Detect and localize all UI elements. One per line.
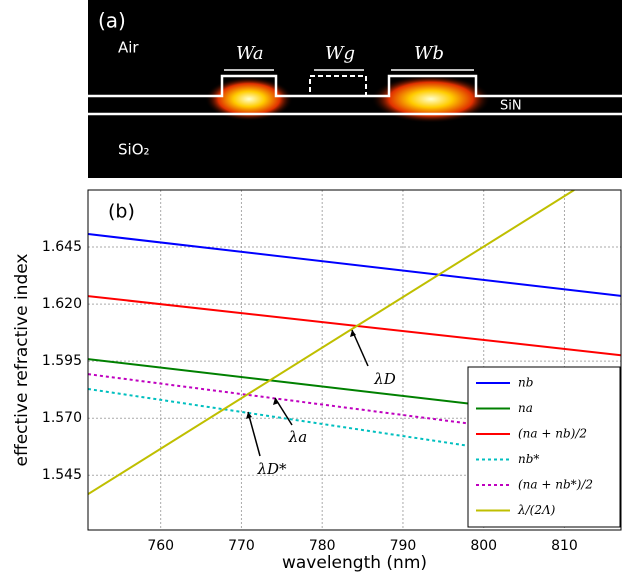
label-sio2: SiO₂ bbox=[118, 141, 150, 159]
mode-b bbox=[371, 75, 491, 123]
annotation-arrow bbox=[247, 411, 261, 457]
x-tick-label: 790 bbox=[390, 538, 417, 554]
y-tick-label: 1.645 bbox=[42, 239, 82, 255]
y-tick-label: 1.620 bbox=[42, 296, 82, 312]
y-tick-label: 1.570 bbox=[42, 410, 82, 426]
legend-label: λ/(2Λ) bbox=[517, 503, 556, 517]
panel-a: (a) Air Wa Wg Wb SiN SiO₂ bbox=[88, 0, 622, 178]
annotation: λa bbox=[288, 428, 307, 446]
annotation: λD* bbox=[256, 460, 287, 478]
x-tick-label: 780 bbox=[309, 538, 336, 554]
annotation-arrow bbox=[351, 329, 369, 367]
label-air: Air bbox=[118, 39, 139, 57]
label-wa: Wa bbox=[236, 43, 264, 64]
x-tick-label: 770 bbox=[228, 538, 255, 554]
label-sin: SiN bbox=[500, 99, 522, 114]
y-axis-label: effective refractive index bbox=[12, 254, 32, 467]
series-line bbox=[88, 233, 621, 297]
legend-box bbox=[467, 366, 621, 528]
panel-a-bg bbox=[88, 0, 622, 178]
x-tick-label: 800 bbox=[470, 538, 497, 554]
annotation: λD bbox=[373, 370, 396, 388]
plot-frame bbox=[87, 189, 622, 531]
waveguide-outline bbox=[88, 74, 622, 116]
arrow-head bbox=[273, 398, 279, 405]
panel-b: 760 770 780 790 800 810 1.545 1.570 1.595 1.620 1.… bbox=[12, 189, 622, 573]
x-tick-label: 810 bbox=[551, 538, 578, 554]
legend-label: nb* bbox=[518, 452, 539, 466]
legend-label: (na + nb)/2 bbox=[518, 427, 587, 441]
legend-label: nb bbox=[518, 376, 533, 390]
x-axis-label: wavelength (nm) bbox=[282, 553, 427, 573]
label-wb: Wb bbox=[414, 43, 444, 64]
legend-label: na bbox=[518, 401, 533, 415]
series-line bbox=[88, 295, 621, 357]
mode-a bbox=[205, 77, 293, 121]
panel-label: (a) bbox=[98, 9, 126, 33]
gap-outline bbox=[309, 75, 367, 97]
legend-label: (na + nb*)/2 bbox=[518, 478, 593, 492]
arrow-head bbox=[246, 412, 252, 419]
y-tick-label: 1.545 bbox=[42, 467, 82, 483]
y-tick-label: 1.595 bbox=[42, 353, 82, 369]
arrow-head bbox=[350, 330, 356, 337]
series-line bbox=[88, 190, 575, 496]
x-tick-label: 760 bbox=[147, 538, 174, 554]
panel-label: (b) bbox=[108, 201, 135, 223]
label-wg: Wg bbox=[325, 43, 355, 64]
